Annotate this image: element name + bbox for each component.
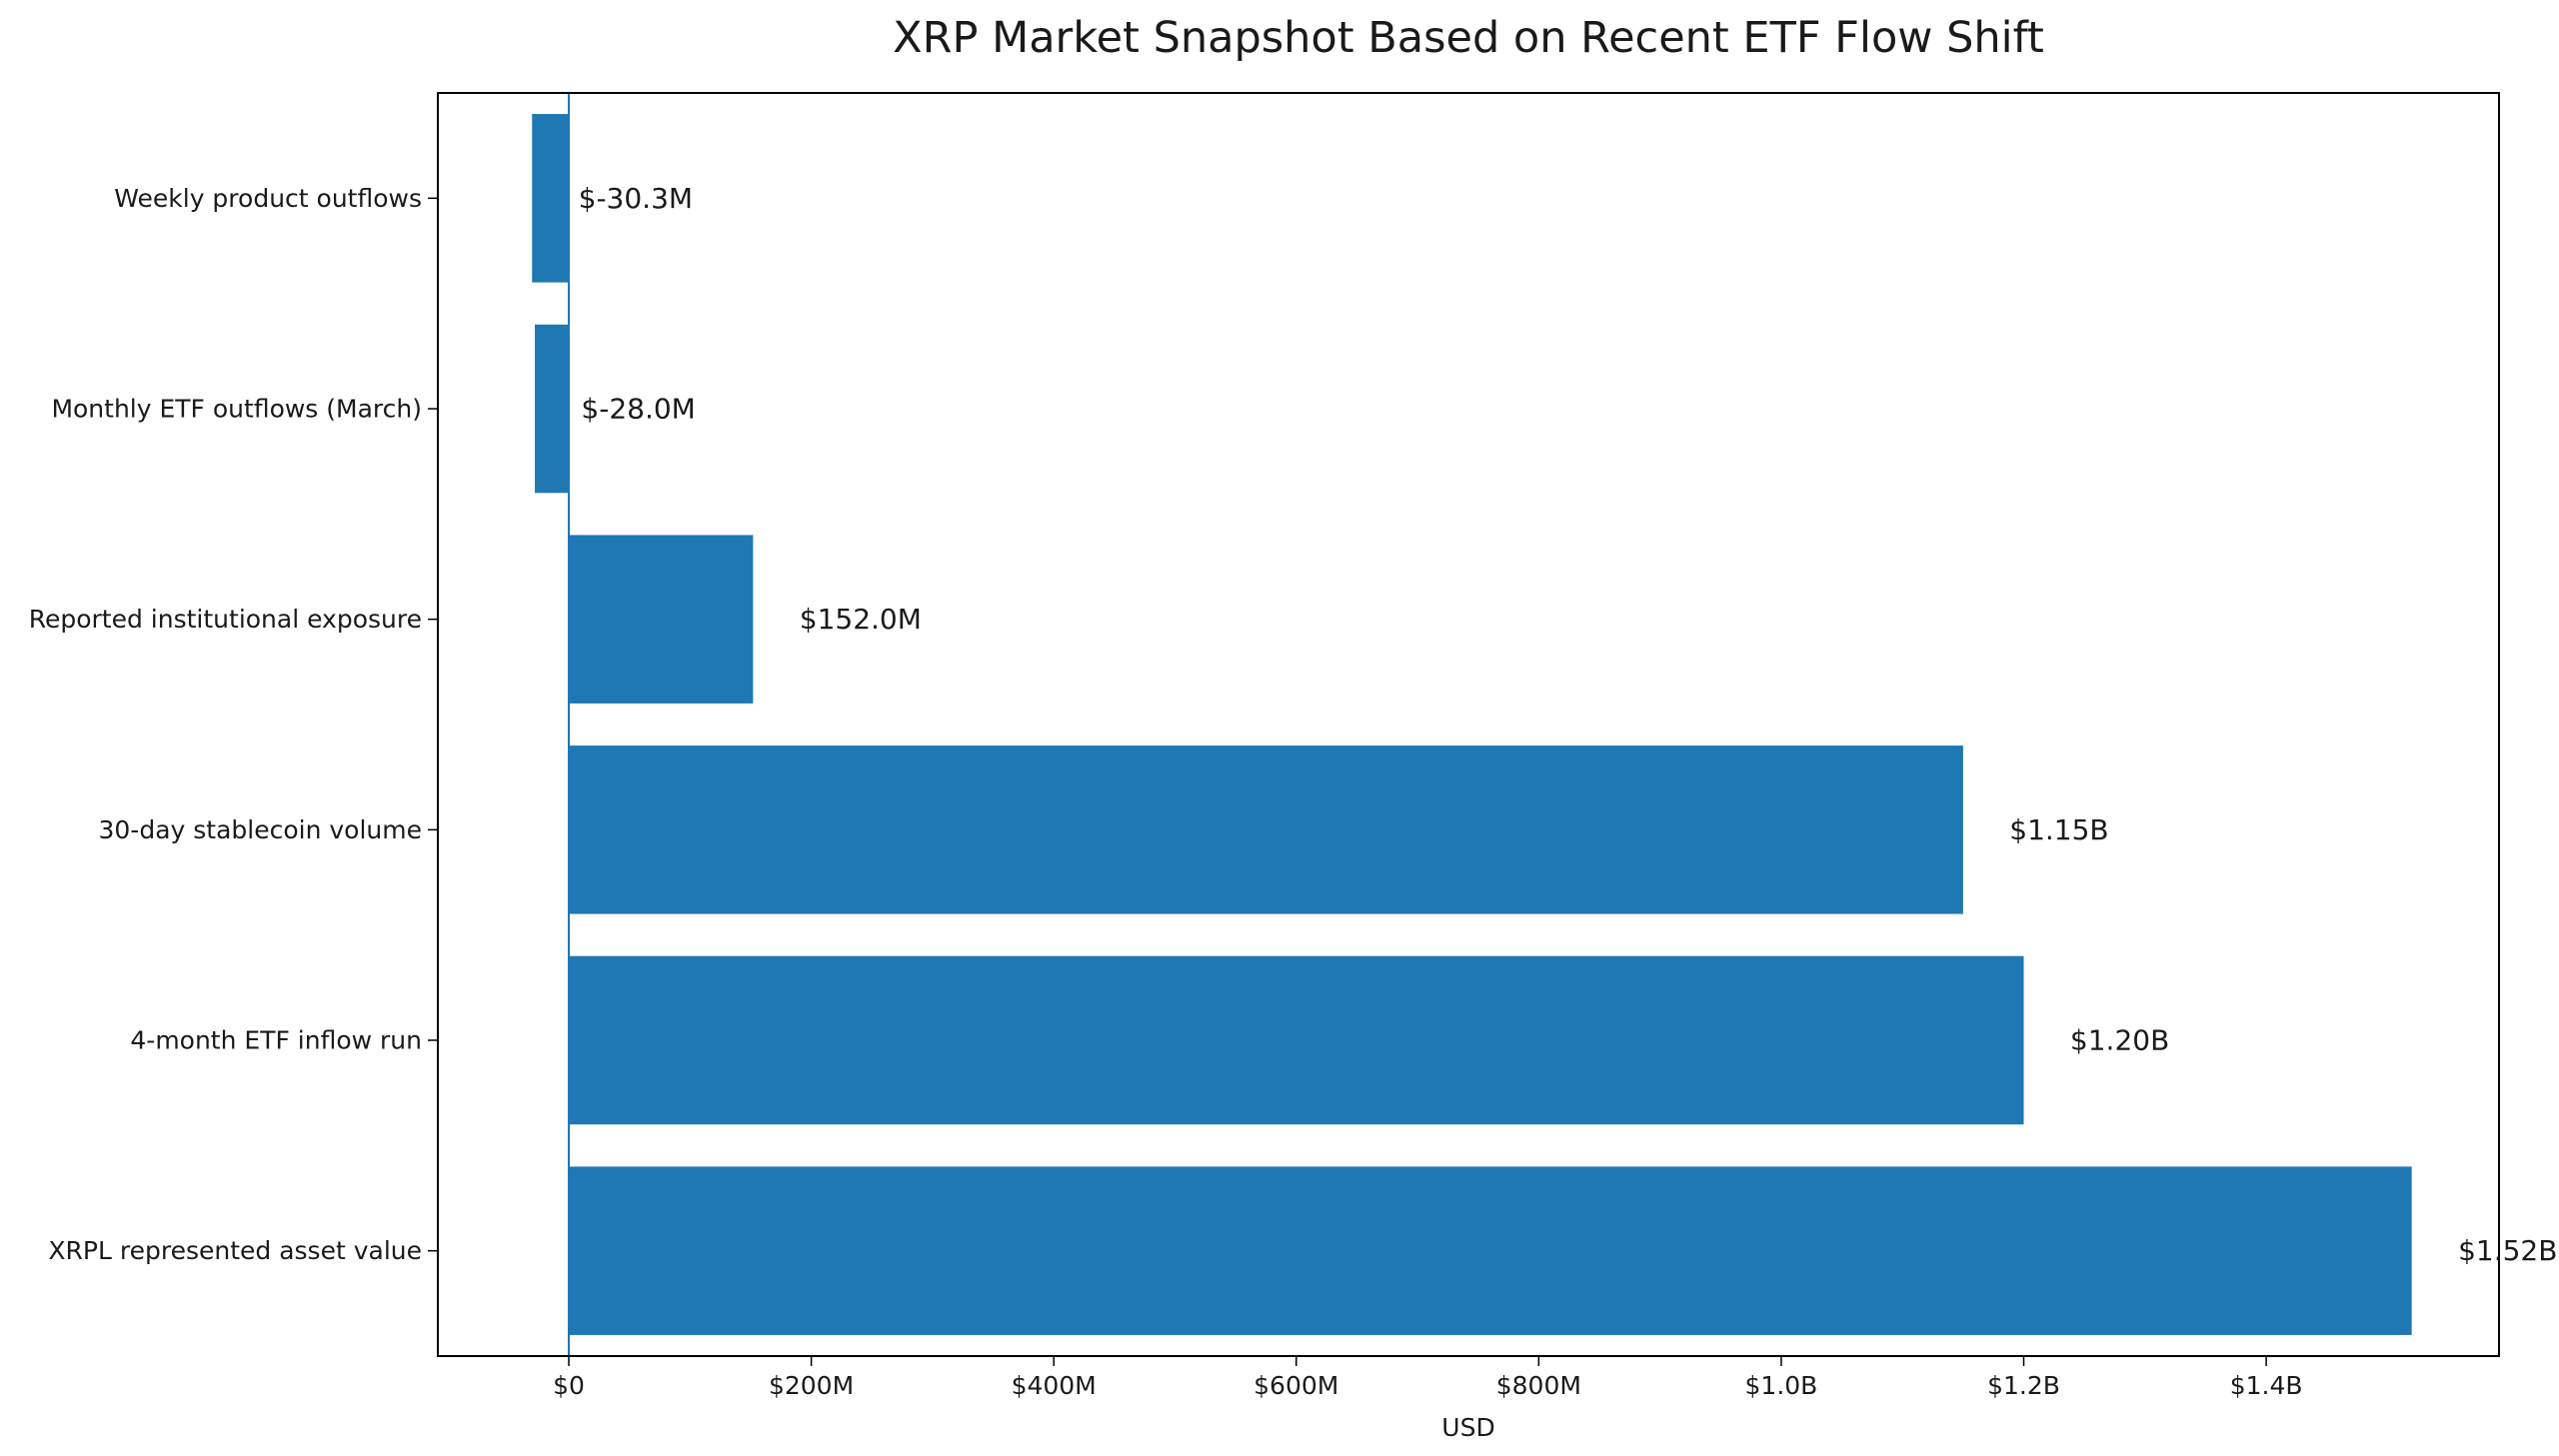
y-axis: Weekly product outflows Monthly ETF outfl…: [29, 184, 438, 1265]
data-label-30-day-stablecoin-volume: $1.15B: [2009, 813, 2108, 846]
y-tick-label: Reported institutional exposure: [29, 605, 422, 634]
bar-reported-institutional-exposure: [568, 535, 754, 704]
y-tick-label: XRPL represented asset value: [48, 1236, 422, 1265]
data-label-reported-institutional-exposure: $152.0M: [800, 603, 922, 636]
plot-frame: [437, 92, 2500, 1357]
x-tick-label: $1.0B: [1745, 1371, 1818, 1400]
y-tick-label: Weekly product outflows: [114, 184, 422, 213]
x-tick-label: $0: [553, 1371, 585, 1400]
bar-xrpl-represented-asset-value: [568, 1166, 2412, 1335]
data-label-monthly-etf-outflows-march: $-28.0M: [581, 393, 695, 426]
bars-group: [532, 114, 2412, 1335]
y-tick-label: Monthly ETF outflows (March): [51, 395, 422, 424]
bar-4-month-etf-inflow-run: [568, 955, 2024, 1125]
data-label-4-month-etf-inflow-run: $1.20B: [2070, 1024, 2169, 1057]
x-tick-label: $800M: [1496, 1371, 1581, 1400]
chart-title: XRP Market Snapshot Based on Recent ETF …: [893, 13, 2044, 63]
y-tick-label: 4-month ETF inflow run: [130, 1026, 422, 1055]
bar-weekly-product-outflows: [532, 114, 569, 283]
x-tick-label: $1.2B: [1987, 1371, 2060, 1400]
x-axis: $0 $200M $400M $600M $800M $1.0B $1.2B $1.4B: [553, 1356, 2303, 1400]
x-axis-label: USD: [1441, 1413, 1494, 1442]
x-tick-label: $600M: [1254, 1371, 1338, 1400]
x-tick-label: $1.4B: [2230, 1371, 2303, 1400]
bar-monthly-etf-outflows-march: [535, 324, 569, 494]
x-tick-label: $200M: [769, 1371, 854, 1400]
data-labels: $-30.3M $-28.0M $152.0M $1.15B $1.20B $1.52B: [579, 182, 2558, 1267]
y-tick-label: 30-day stablecoin volume: [99, 815, 423, 844]
data-label-xrpl-represented-asset-value: $1.52B: [2458, 1234, 2557, 1267]
data-label-weekly-product-outflows: $-30.3M: [579, 182, 693, 215]
bar-30-day-stablecoin-volume: [568, 745, 1963, 914]
x-tick-label: $400M: [1012, 1371, 1097, 1400]
